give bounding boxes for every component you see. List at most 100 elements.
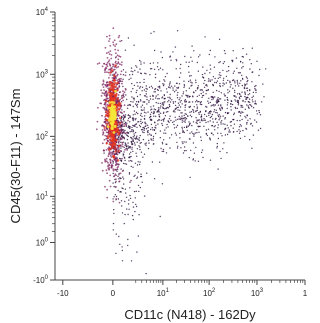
data-point (215, 109, 217, 112)
data-point (117, 189, 119, 192)
data-point (204, 36, 206, 38)
data-point (169, 105, 171, 107)
data-point (235, 100, 237, 102)
data-point (149, 116, 151, 119)
data-point (214, 77, 216, 80)
data-point (221, 120, 223, 122)
data-point (163, 94, 166, 97)
data-point (149, 74, 151, 76)
data-point (197, 85, 199, 87)
data-point (157, 102, 159, 105)
data-point (254, 85, 256, 88)
data-point (111, 97, 114, 100)
data-point (163, 79, 165, 81)
data-point (254, 103, 256, 105)
x-axis-ticks: -10 0 101 102 103 1 (57, 280, 308, 298)
data-point (140, 63, 142, 65)
data-point (251, 125, 254, 127)
data-point (238, 132, 241, 134)
data-point (151, 108, 153, 110)
data-point (118, 172, 120, 175)
data-point (119, 111, 122, 113)
data-point (165, 132, 167, 134)
data-point (123, 104, 126, 107)
data-point (136, 155, 138, 157)
data-point (195, 90, 197, 92)
data-point (223, 93, 225, 95)
data-point (105, 142, 109, 145)
data-point (99, 102, 102, 105)
data-point (127, 114, 129, 117)
data-point (108, 132, 112, 135)
data-point (250, 104, 252, 106)
data-point (173, 127, 176, 129)
data-point (190, 149, 192, 152)
data-point (129, 197, 132, 200)
data-point (193, 133, 195, 136)
data-point (192, 121, 195, 123)
data-point (113, 209, 115, 211)
data-point (141, 90, 143, 92)
data-point (134, 103, 137, 105)
data-point (114, 194, 117, 196)
data-point (121, 96, 124, 99)
data-point (116, 170, 118, 172)
data-point (136, 177, 138, 180)
data-point (199, 54, 201, 56)
data-point (143, 127, 146, 130)
data-point (111, 127, 114, 130)
data-point (216, 98, 219, 100)
data-point (187, 125, 190, 127)
data-point (159, 85, 161, 88)
data-point (113, 125, 117, 128)
data-point (125, 147, 127, 150)
data-point (121, 132, 124, 135)
data-point (124, 49, 127, 51)
data-point (146, 98, 148, 101)
data-point (151, 161, 154, 163)
data-point (248, 98, 251, 100)
data-point (145, 87, 147, 90)
data-point (136, 89, 138, 92)
data-point (204, 119, 206, 121)
data-point (200, 115, 203, 118)
data-point (157, 123, 159, 125)
data-point (128, 104, 130, 106)
data-point (109, 162, 112, 164)
data-point (103, 94, 106, 97)
data-point (119, 55, 122, 58)
data-point (175, 126, 178, 128)
data-point (192, 108, 194, 111)
data-point (190, 116, 193, 118)
data-point (230, 84, 232, 86)
data-point (179, 106, 182, 108)
data-point (239, 115, 242, 117)
data-point (103, 107, 106, 109)
data-point (138, 139, 140, 142)
data-point (113, 105, 117, 109)
data-point (141, 115, 143, 118)
data-point (112, 43, 115, 46)
data-point (185, 113, 188, 116)
data-point (105, 160, 108, 163)
data-point (177, 106, 179, 109)
data-point (184, 106, 186, 109)
data-point (110, 85, 114, 88)
data-point (103, 138, 106, 141)
data-point (192, 110, 195, 112)
data-point (166, 91, 168, 93)
data-point (239, 61, 242, 63)
data-point (134, 123, 137, 126)
data-point (198, 112, 200, 114)
data-point (254, 100, 256, 102)
data-point (114, 139, 118, 142)
data-point (148, 100, 150, 102)
data-point (147, 126, 149, 129)
data-point (109, 45, 112, 47)
data-point (116, 62, 118, 65)
data-point (116, 89, 119, 92)
data-point (136, 126, 138, 129)
data-point (129, 74, 131, 76)
data-point (206, 134, 209, 137)
data-point (195, 122, 197, 124)
